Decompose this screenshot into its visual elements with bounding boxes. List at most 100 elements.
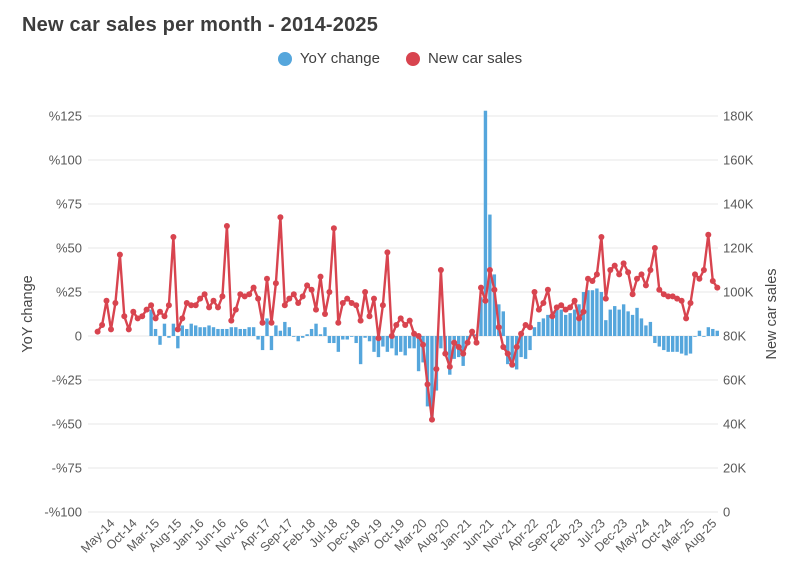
sales-point[interactable]	[344, 295, 351, 302]
yoy-bar[interactable]	[314, 323, 318, 336]
sales-point[interactable]	[486, 267, 493, 273]
yoy-bar[interactable]	[158, 336, 162, 345]
yoy-bar[interactable]	[220, 328, 225, 336]
sales-point[interactable]	[330, 225, 337, 232]
sales-point[interactable]	[397, 315, 404, 322]
yoy-bar[interactable]	[229, 327, 234, 336]
yoy-bar[interactable]	[697, 330, 702, 336]
yoy-bar[interactable]	[327, 336, 332, 344]
yoy-bar[interactable]	[238, 328, 242, 336]
sales-point[interactable]	[339, 300, 346, 306]
yoy-bar[interactable]	[176, 336, 180, 349]
yoy-bar[interactable]	[715, 330, 719, 336]
yoy-bar[interactable]	[287, 327, 291, 336]
yoy-bar[interactable]	[283, 321, 287, 336]
sales-point[interactable]	[125, 326, 132, 333]
sales-point[interactable]	[371, 295, 377, 302]
sales-point[interactable]	[482, 297, 489, 304]
sales-point[interactable]	[388, 333, 395, 339]
yoy-bar[interactable]	[506, 336, 510, 365]
sales-point[interactable]	[531, 289, 538, 295]
sales-point[interactable]	[228, 317, 235, 324]
sales-point[interactable]	[607, 267, 614, 273]
sales-point[interactable]	[99, 322, 106, 328]
sales-point[interactable]	[602, 295, 609, 302]
yoy-bar[interactable]	[274, 325, 278, 336]
yoy-bar[interactable]	[292, 336, 296, 337]
sales-point[interactable]	[504, 350, 511, 357]
sales-point[interactable]	[683, 315, 690, 322]
sales-point[interactable]	[509, 361, 516, 368]
sales-point[interactable]	[705, 231, 712, 238]
yoy-bar[interactable]	[385, 336, 390, 352]
sales-point[interactable]	[460, 350, 467, 357]
sales-point[interactable]	[197, 295, 204, 302]
sales-point[interactable]	[272, 280, 279, 287]
sales-point[interactable]	[638, 271, 645, 278]
yoy-bar[interactable]	[305, 334, 309, 336]
sales-point[interactable]	[696, 275, 703, 282]
sales-point[interactable]	[446, 363, 453, 370]
yoy-bar[interactable]	[394, 336, 398, 356]
sales-point[interactable]	[433, 366, 440, 372]
sales-point[interactable]	[678, 297, 685, 304]
yoy-bar[interactable]	[416, 336, 421, 372]
yoy-bar[interactable]	[363, 336, 367, 338]
sales-point[interactable]	[143, 306, 150, 313]
sales-point[interactable]	[322, 311, 328, 317]
yoy-bar[interactable]	[639, 318, 644, 336]
yoy-bar[interactable]	[247, 327, 251, 336]
sales-point[interactable]	[589, 278, 596, 284]
sales-point[interactable]	[442, 350, 449, 357]
sales-point[interactable]	[455, 344, 462, 350]
yoy-bar[interactable]	[439, 336, 443, 349]
yoy-bar[interactable]	[586, 290, 590, 336]
yoy-bar[interactable]	[684, 336, 688, 356]
sales-point[interactable]	[379, 302, 386, 309]
sales-point[interactable]	[571, 297, 578, 304]
yoy-bar[interactable]	[189, 323, 193, 336]
yoy-bar[interactable]	[350, 336, 354, 337]
sales-point[interactable]	[366, 313, 373, 320]
yoy-bar[interactable]	[323, 327, 327, 336]
yoy-bar[interactable]	[679, 336, 684, 354]
yoy-bar[interactable]	[171, 323, 176, 336]
sales-point[interactable]	[326, 289, 333, 295]
yoy-bar[interactable]	[412, 336, 416, 349]
yoy-bar[interactable]	[635, 307, 639, 336]
yoy-bar[interactable]	[670, 336, 675, 352]
sales-point[interactable]	[192, 302, 199, 309]
sales-point[interactable]	[317, 273, 324, 280]
sales-point[interactable]	[687, 300, 694, 306]
yoy-bar[interactable]	[604, 320, 608, 336]
sales-point[interactable]	[268, 319, 275, 326]
yoy-bar[interactable]	[425, 336, 430, 407]
sales-point[interactable]	[335, 319, 342, 326]
yoy-bar[interactable]	[153, 328, 158, 336]
yoy-bar[interactable]	[381, 336, 385, 347]
yoy-bar[interactable]	[193, 325, 198, 336]
sales-point[interactable]	[393, 322, 400, 328]
sales-point[interactable]	[148, 302, 155, 309]
yoy-bar[interactable]	[225, 328, 229, 336]
sales-point[interactable]	[152, 315, 159, 322]
sales-point[interactable]	[232, 306, 239, 313]
yoy-bar[interactable]	[590, 290, 595, 336]
sales-point[interactable]	[656, 286, 663, 293]
yoy-bar[interactable]	[537, 321, 541, 336]
sales-point[interactable]	[625, 269, 632, 276]
sales-point[interactable]	[353, 302, 360, 309]
yoy-bar[interactable]	[211, 327, 216, 336]
yoy-bar[interactable]	[265, 318, 269, 336]
sales-point[interactable]	[188, 302, 195, 309]
sales-point[interactable]	[629, 291, 636, 298]
yoy-bar[interactable]	[162, 323, 167, 336]
sales-point[interactable]	[210, 297, 217, 304]
sales-point[interactable]	[464, 339, 471, 346]
sales-point[interactable]	[580, 308, 587, 315]
sales-point[interactable]	[513, 344, 520, 350]
sales-point[interactable]	[375, 335, 382, 342]
yoy-bar[interactable]	[568, 313, 572, 336]
yoy-bar[interactable]	[354, 336, 358, 344]
sales-point[interactable]	[634, 275, 640, 282]
